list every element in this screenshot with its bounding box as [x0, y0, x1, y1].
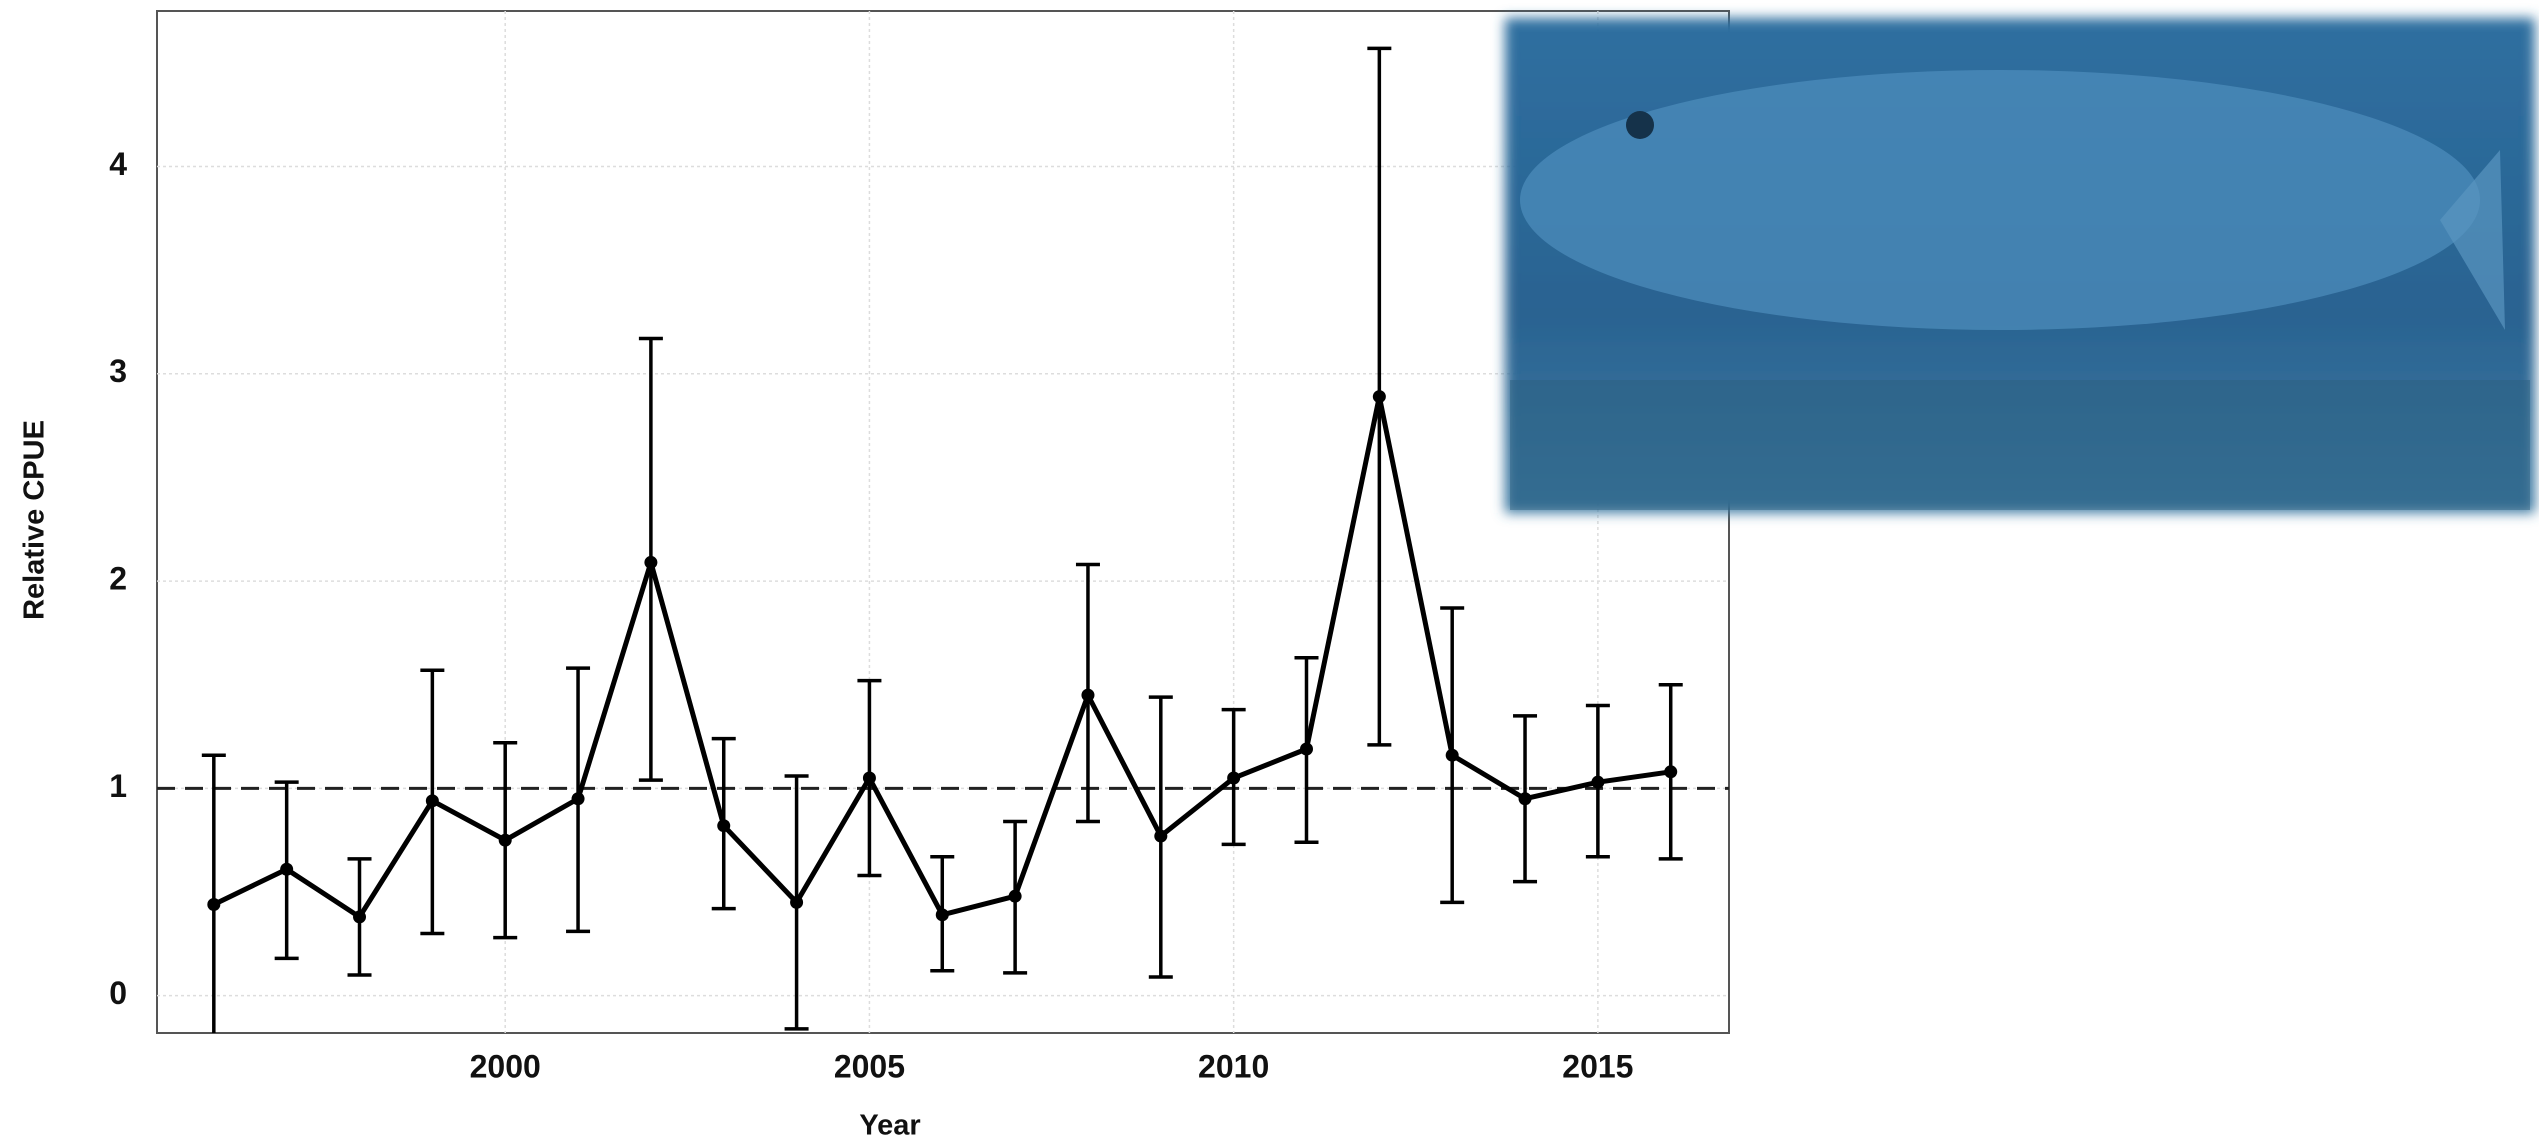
- data-point: [862, 771, 876, 785]
- data-point: [1445, 748, 1459, 762]
- y-axis-label: Relative CPUE: [19, 420, 51, 620]
- seabed: [1510, 380, 2530, 510]
- x-tick-label: 2010: [1198, 1048, 1269, 1084]
- x-axis-label: Year: [859, 1110, 920, 1142]
- plot-frame: [156, 10, 1730, 1034]
- y-tick-label: 2: [109, 561, 127, 597]
- data-point: [1154, 829, 1168, 843]
- data-point: [717, 819, 731, 833]
- data-point: [207, 897, 221, 911]
- data-point: [1518, 792, 1532, 806]
- fish-eye: [1626, 111, 1654, 139]
- data-point: [644, 555, 658, 569]
- x-tick-label: 2000: [470, 1048, 541, 1084]
- data-point: [1227, 771, 1241, 785]
- data-point: [1081, 688, 1095, 702]
- x-tick-label: 2015: [1562, 1048, 1633, 1084]
- fish-tail: [2440, 150, 2505, 330]
- fish-body: [1520, 70, 2480, 330]
- y-tick-label: 1: [109, 768, 127, 804]
- x-tick-label: 2005: [834, 1048, 905, 1084]
- data-point: [1299, 742, 1313, 756]
- data-point: [790, 895, 804, 909]
- data-point: [425, 794, 439, 808]
- y-tick-label: 0: [109, 975, 127, 1011]
- y-tick-label: 4: [109, 146, 127, 182]
- data-point: [280, 862, 294, 876]
- data-point: [353, 910, 367, 924]
- y-tick-label: 3: [109, 353, 127, 389]
- data-point: [1372, 390, 1386, 404]
- data-point: [935, 908, 949, 922]
- photo: [1505, 18, 2535, 513]
- data-point: [1591, 775, 1605, 789]
- plot-area: [157, 11, 1729, 1033]
- data-point: [498, 833, 512, 847]
- data-point: [1664, 765, 1678, 779]
- data-point: [1008, 889, 1022, 903]
- data-point: [571, 792, 585, 806]
